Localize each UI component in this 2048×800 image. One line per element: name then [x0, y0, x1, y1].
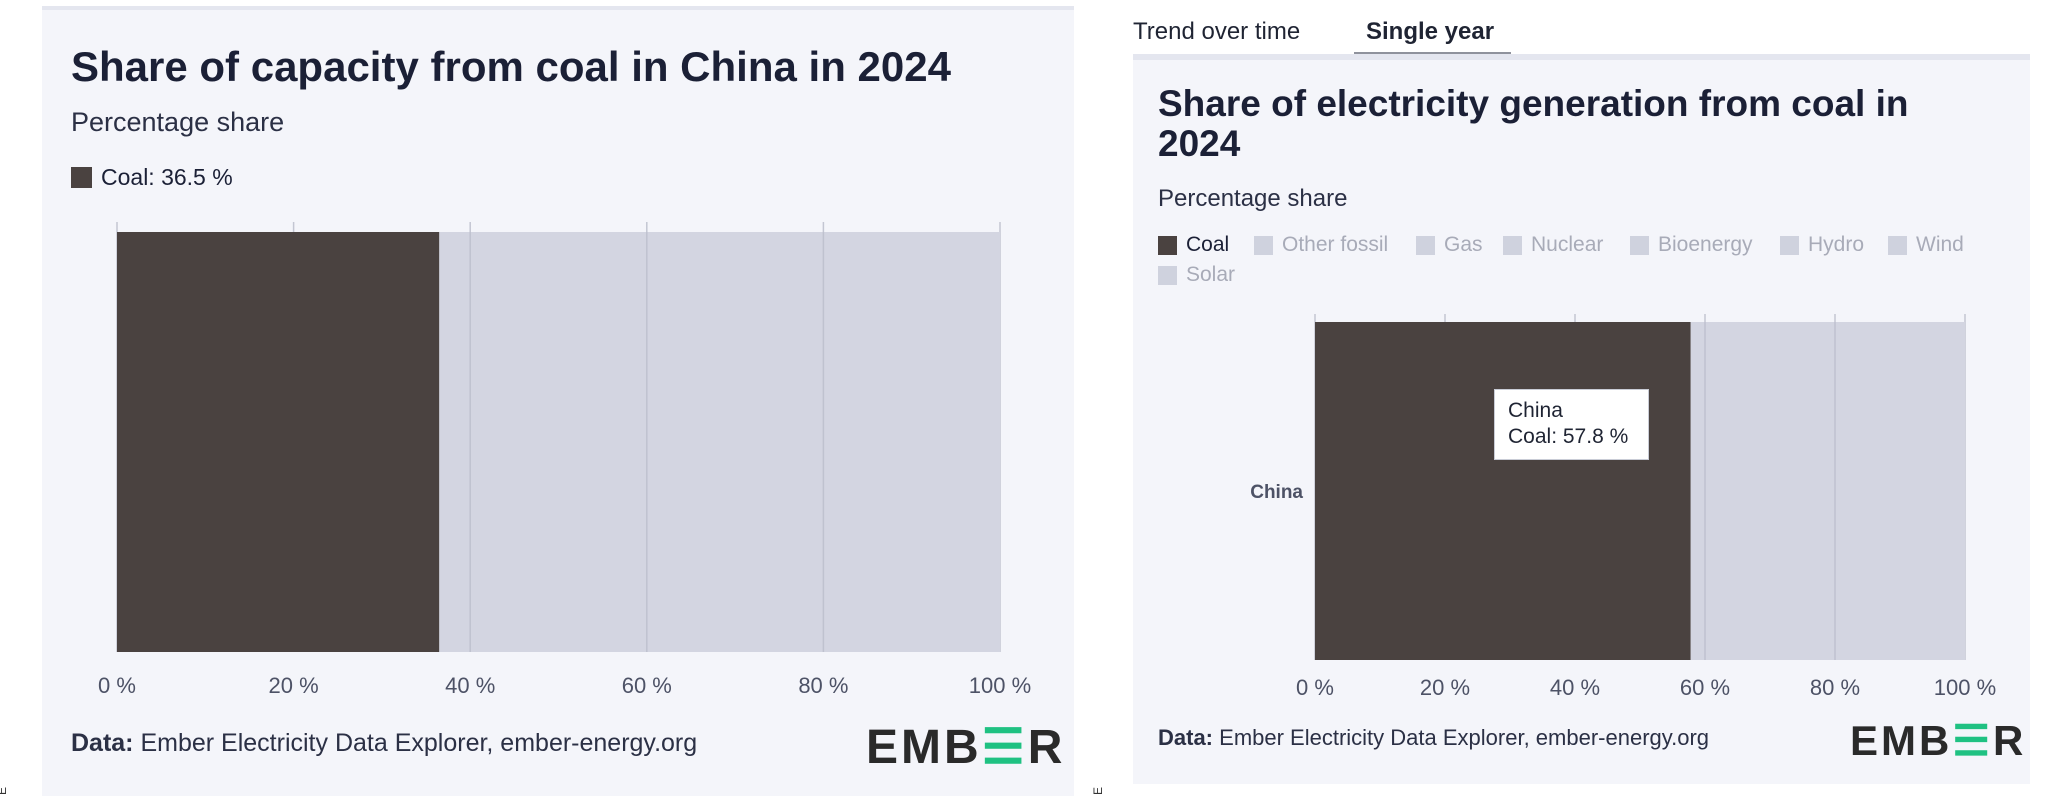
tab-single-year[interactable]: Single year [1366, 18, 1495, 45]
legend-label-gas: Gas [1444, 233, 1483, 256]
x-tick-label: 0 % [98, 673, 136, 698]
legend-label-hydro: Hydro [1808, 233, 1865, 256]
bar-tooltip: China Coal: 57.8 % [1494, 389, 1649, 460]
right-legend-wind[interactable]: Wind [1888, 233, 1964, 257]
right-legend-other-fossil[interactable]: Other fossil [1254, 233, 1388, 257]
x-tick-label: 40 % [1550, 675, 1600, 700]
right-bar-chart: 0 % 20 % 40 % 60 % 80 % 100 % China [1250, 314, 1996, 700]
legend-swatch-nuclear [1503, 235, 1522, 255]
legend-swatch-hydro [1780, 235, 1799, 255]
x-tick-label: 0 % [1296, 675, 1334, 700]
tab-trend-over-time[interactable]: Trend over time [1133, 18, 1301, 45]
x-tick-label: 20 % [269, 673, 319, 698]
left-ember-logo[interactable]: EMB☰R [866, 719, 1065, 775]
legend-label-solar: Solar [1186, 263, 1236, 286]
right-legend-hydro[interactable]: Hydro [1780, 233, 1864, 257]
logo-text: EMB [866, 721, 982, 774]
logo-text-end: R [1993, 717, 2027, 764]
left-source-credit: Data: Ember Electricity Data Explorer, e… [71, 729, 697, 758]
x-tick-label: 80 % [1810, 675, 1860, 700]
side-mark-left: E [0, 787, 9, 795]
left-legend-coal-label: Coal: 36.5 % [101, 164, 233, 190]
tooltip-row: Coal: 57.8 % [1508, 424, 1635, 450]
bar-coal [117, 232, 440, 652]
right-chart-title: Share of electricity generation from coa… [1158, 83, 1909, 164]
x-tick-label: 100 % [1934, 675, 1996, 700]
right-legend-nuclear[interactable]: Nuclear [1503, 233, 1603, 257]
category-label: China [1250, 482, 1303, 503]
right-source-text: Ember Electricity Data Explorer, ember-e… [1219, 725, 1710, 750]
logo-e-mark: ☰ [1952, 717, 1993, 764]
bar-remainder [439, 232, 1000, 652]
right-source-label: Data: [1158, 725, 1214, 750]
left-chart-title: Share of capacity from coal in China in … [71, 43, 951, 90]
left-bar-chart: 0 % 20 % 40 % 60 % 80 % 100 % [98, 222, 1031, 698]
legend-swatch-other-fossil [1254, 235, 1273, 255]
right-legend-bioenergy[interactable]: Bioenergy [1630, 233, 1753, 257]
legend-swatch-coal [71, 167, 92, 188]
x-tick-label: 60 % [1680, 675, 1730, 700]
legend-label-bioenergy: Bioenergy [1658, 233, 1753, 256]
bar-remainder [1690, 322, 1965, 660]
legend-label-other-fossil: Other fossil [1282, 233, 1389, 256]
x-tick-label: 60 % [622, 673, 672, 698]
legend-swatch-wind [1888, 235, 1907, 255]
right-ember-logo[interactable]: EMB☰R [1850, 716, 2026, 765]
tooltip-value: 57.8 % [1562, 424, 1629, 448]
x-tick-label: 40 % [445, 673, 495, 698]
legend-label-wind: Wind [1916, 233, 1964, 256]
legend-swatch-solar [1158, 265, 1177, 285]
left-chart-subtitle: Percentage share [71, 107, 285, 137]
x-tick-label: 100 % [969, 673, 1031, 698]
x-tick-label: 20 % [1420, 675, 1470, 700]
legend-swatch-coal [1158, 235, 1177, 255]
x-tick-label: 80 % [798, 673, 848, 698]
legend-label-nuclear: Nuclear [1531, 233, 1604, 256]
legend-swatch-gas [1416, 235, 1435, 255]
right-legend-gas[interactable]: Gas [1416, 233, 1483, 257]
right-source-credit: Data: Ember Electricity Data Explorer, e… [1158, 725, 1709, 751]
left-legend-coal[interactable]: Coal: 36.5 % [71, 164, 233, 191]
right-legend-coal[interactable]: Coal [1158, 233, 1229, 257]
right-legend-solar[interactable]: Solar [1158, 263, 1235, 287]
legend-label-coal: Coal [1186, 233, 1230, 256]
logo-text-end: R [1027, 721, 1066, 774]
logo-text: EMB [1850, 717, 1953, 764]
tooltip-label: Coal: [1508, 424, 1558, 448]
legend-swatch-bioenergy [1630, 235, 1649, 255]
logo-e-mark: ☰ [981, 721, 1028, 774]
left-source-text: Ember Electricity Data Explorer, ember-e… [140, 729, 698, 757]
left-source-label: Data: [71, 729, 134, 757]
tooltip-title: China [1508, 399, 1563, 422]
bar-coal [1315, 322, 1691, 660]
right-chart-subtitle: Percentage share [1158, 185, 1348, 212]
side-mark-right: E [1091, 786, 1106, 796]
